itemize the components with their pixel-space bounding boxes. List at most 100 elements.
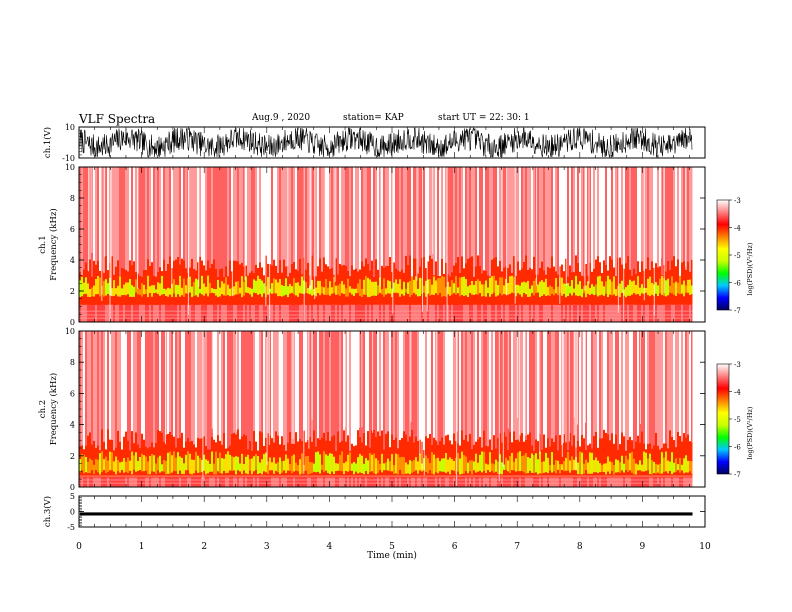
ch2-spectrogram-col-core <box>243 464 245 471</box>
ch1-spectrogram-col-low <box>591 304 593 322</box>
ch2-spectrogram-col-low <box>167 477 169 487</box>
ch2-spectrogram-col-core <box>93 464 95 474</box>
ch1-spectrogram-streak <box>310 167 312 290</box>
ch1-spectrogram-col-upper <box>151 167 153 263</box>
ch2-spectrogram-col-upper <box>447 331 449 435</box>
ch1-spectrogram-col-upper <box>207 167 209 261</box>
ch2-spectrogram-col-band <box>289 431 291 478</box>
ch1-spectrogram-col-core <box>681 284 683 294</box>
ch2-spectrogram-col-low <box>407 477 409 487</box>
xtick-label: 0 <box>76 542 82 552</box>
ch1-spectrogram-col-core <box>149 286 151 293</box>
ch2-spectrogram-col-upper <box>207 331 209 450</box>
ch1-spectrogram-col-low <box>443 304 445 322</box>
ch2-spectrogram-col-band <box>87 435 89 478</box>
ch1-spectrogram-col-core <box>233 286 235 296</box>
ch2-spectrogram-col-low <box>221 477 223 487</box>
ch1-spectrogram-col-low <box>459 304 461 322</box>
ch2-spectrogram-col-upper <box>503 331 505 433</box>
ch2-spectrogram-col-band <box>275 431 277 478</box>
ch2-spectrogram-streak <box>423 331 425 476</box>
ch1-spectrogram-col-upper <box>479 167 481 266</box>
ch1-spectrogram-col-low <box>357 304 359 322</box>
ch1-spectrogram-col-core <box>209 282 211 294</box>
ch2-spectrogram-col-core <box>543 461 545 473</box>
ch2-spectrogram-col-band <box>403 431 405 478</box>
ch2-spectrogram-col-upper <box>271 331 273 439</box>
ch1-spectrogram-heatmap <box>79 167 705 322</box>
ytick-label: 10 <box>65 123 75 132</box>
ch1-spectrogram-col-upper <box>121 167 123 268</box>
ch1-spectrogram-col-core <box>211 288 213 293</box>
ch2-spectrogram-col-low <box>435 477 437 487</box>
ch2-spectrogram-col-upper <box>607 331 609 435</box>
ch1-spectrogram-col-low <box>359 304 361 322</box>
ch1-spectrogram-col-band <box>299 258 301 305</box>
ch1-spectrogram-col-band <box>409 255 411 305</box>
ch2-spectrogram-col-core <box>223 458 225 471</box>
ch2-spectrogram-col-low <box>551 477 553 487</box>
ch2-spectrogram-col-core <box>203 454 205 471</box>
ch2-spectrogram-col-core <box>283 460 285 471</box>
ch2-spectrogram-col-band <box>237 429 239 478</box>
ch1-spectrogram-col-upper <box>371 167 373 261</box>
ch2-spectrogram-col-low <box>261 477 263 487</box>
ch1-spectrogram-col-upper <box>237 167 239 262</box>
ch1-spectrogram-col-core <box>287 286 289 297</box>
ch1-spectrogram-col-upper <box>579 167 581 272</box>
ch2-spectrogram-col-upper <box>427 331 429 439</box>
ch1-spectrogram-col-low <box>661 304 663 322</box>
ch1-spectrogram-col-low <box>609 304 611 322</box>
ch1-spectrogram-col-core <box>459 277 461 297</box>
ch1-spectrogram-col-upper <box>243 167 245 267</box>
ch1-spectrogram-col-upper <box>355 167 357 269</box>
ch1-spectrogram-col-core <box>237 281 239 295</box>
ch2-spectrogram-col-upper <box>117 331 119 431</box>
ch2-spectrogram-col-core <box>333 456 335 474</box>
ch1-spectrogram-col-core <box>439 277 441 293</box>
ch1-colorbar <box>716 199 730 311</box>
ch2-spectrogram-col-upper <box>483 331 485 431</box>
ch1-spectrogram-col-upper <box>595 167 597 260</box>
ch1-spectrogram-col-low <box>119 304 121 322</box>
ch1-spectrogram-col-core <box>363 279 365 295</box>
ch2-spectrogram-col-upper <box>85 331 87 446</box>
ch2-spectrogram-streak <box>167 331 169 424</box>
ch2-spectrogram-col-low <box>453 477 455 487</box>
ch2-spectrogram-col-core <box>691 461 693 474</box>
ch2-spectrogram-col-band <box>239 439 241 478</box>
ch1-spectrogram-col-core <box>605 281 607 294</box>
ch1-spectrogram-col-core <box>145 289 147 294</box>
ch2-spectrogram-col-band <box>231 433 233 478</box>
ch2-spectrogram-col-upper <box>527 331 529 435</box>
ch1-spectrogram-col-core <box>407 282 409 294</box>
ch1-spectrogram-streak <box>617 167 619 313</box>
ch1-spectrogram-col-band <box>529 267 531 305</box>
ch2-spectrogram-col-low <box>455 477 457 487</box>
ch1-spectrogram-col-core <box>547 287 549 296</box>
ch1-spectrogram-col-core <box>569 286 571 294</box>
ch2-spectrogram-col-low <box>573 477 575 487</box>
ch2-spectrogram-col-upper <box>555 331 557 436</box>
ch2-spectrogram-col-band <box>627 439 629 478</box>
ch2-spectrogram-col-core <box>513 461 515 471</box>
ch1-spectrogram-col-core <box>503 285 505 295</box>
ch2-spectrogram-col-upper <box>175 331 177 448</box>
ch1-spectrogram-col-core <box>581 288 583 298</box>
ch2-spectrogram-col-upper <box>411 331 413 430</box>
ch1-spectrogram-col-core <box>369 279 371 297</box>
ch2-spectrogram-col-core <box>151 454 153 472</box>
ch2-spectrogram-col-upper <box>285 331 287 451</box>
ch1-spectrogram-col-low <box>419 304 421 322</box>
ch2-spectrogram-col-core <box>519 451 521 472</box>
ch1-spectrogram-col-upper <box>625 167 627 264</box>
ch2-spectrogram-col-low <box>231 477 233 487</box>
ch1-spectrogram-col-core <box>259 279 261 294</box>
ch1-spectrogram-col-low <box>311 304 313 322</box>
ch1-spectrogram-col-core <box>519 285 521 295</box>
ch1-spectrogram-col-upper <box>403 167 405 273</box>
ch2-spectrogram-col-low <box>287 477 289 487</box>
ch2-spectrogram-col-low <box>497 477 499 487</box>
ch1-spectrogram-col-upper <box>161 167 163 272</box>
ch2-spectrogram-col-band <box>477 439 479 478</box>
